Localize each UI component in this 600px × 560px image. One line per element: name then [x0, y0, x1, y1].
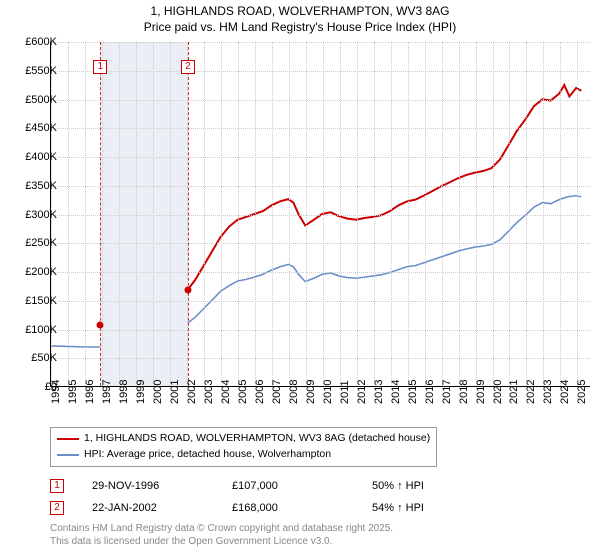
legend-label: HPI: Average price, detached house, Wolv…	[84, 447, 331, 463]
x-axis-label: 2005	[237, 380, 249, 404]
x-axis-label: 2008	[288, 380, 300, 404]
sales-table: 1 29-NOV-1996 £107,000 50% ↑ HPI 2 22-JA…	[50, 475, 492, 519]
attribution: Contains HM Land Registry data © Crown c…	[50, 523, 393, 548]
sale-marker-on-chart: 2	[181, 60, 195, 74]
x-axis-label: 2022	[525, 380, 537, 404]
y-axis-label: £350K	[25, 180, 57, 192]
sale-marker: 1	[50, 479, 64, 493]
sale-price: £107,000	[232, 480, 372, 492]
x-axis-label: 2012	[356, 380, 368, 404]
price-chart: 12	[50, 42, 590, 387]
x-axis-label: 1995	[67, 380, 79, 404]
y-axis-label: £150K	[25, 295, 57, 307]
title-line-2: Price paid vs. HM Land Registry's House …	[0, 20, 600, 36]
y-axis-label: £200K	[25, 266, 57, 278]
attribution-line: This data is licensed under the Open Gov…	[50, 536, 393, 549]
chart-title: 1, HIGHLANDS ROAD, WOLVERHAMPTON, WV3 8A…	[0, 0, 600, 35]
legend-item: 1, HIGHLANDS ROAD, WOLVERHAMPTON, WV3 8A…	[57, 431, 430, 447]
x-axis-label: 1997	[101, 380, 113, 404]
x-axis-label: 1998	[118, 380, 130, 404]
sale-marker-on-chart: 1	[93, 60, 107, 74]
sale-delta: 50% ↑ HPI	[372, 480, 492, 492]
x-axis-label: 2013	[373, 380, 385, 404]
x-axis-label: 2024	[559, 380, 571, 404]
x-axis-label: 2006	[254, 380, 266, 404]
sale-price: £168,000	[232, 502, 372, 514]
attribution-line: Contains HM Land Registry data © Crown c…	[50, 523, 393, 536]
x-axis-label: 2001	[169, 380, 181, 404]
sale-row: 2 22-JAN-2002 £168,000 54% ↑ HPI	[50, 497, 492, 519]
x-axis-label: 1994	[50, 380, 62, 404]
x-axis-label: 2015	[407, 380, 419, 404]
y-axis-label: £500K	[25, 94, 57, 106]
x-axis-label: 2023	[542, 380, 554, 404]
sale-date: 29-NOV-1996	[92, 480, 232, 492]
x-axis-label: 2000	[152, 380, 164, 404]
x-axis-label: 2019	[475, 380, 487, 404]
x-axis-label: 2002	[186, 380, 198, 404]
x-axis-label: 2021	[508, 380, 520, 404]
x-axis-label: 2025	[576, 380, 588, 404]
x-axis-label: 2014	[390, 380, 402, 404]
legend-item: HPI: Average price, detached house, Wolv…	[57, 447, 430, 463]
y-axis-label: £450K	[25, 122, 57, 134]
x-axis-label: 1996	[84, 380, 96, 404]
sale-row: 1 29-NOV-1996 £107,000 50% ↑ HPI	[50, 475, 492, 497]
x-axis-label: 2003	[203, 380, 215, 404]
x-axis-label: 2016	[424, 380, 436, 404]
y-axis-label: £250K	[25, 237, 57, 249]
x-axis-label: 2007	[271, 380, 283, 404]
x-axis-label: 2020	[492, 380, 504, 404]
y-axis-label: £100K	[25, 324, 57, 336]
x-axis-label: 2010	[322, 380, 334, 404]
x-axis-label: 2009	[305, 380, 317, 404]
legend-label: 1, HIGHLANDS ROAD, WOLVERHAMPTON, WV3 8A…	[84, 431, 430, 447]
y-axis-label: £50K	[31, 352, 57, 364]
legend-swatch	[57, 454, 79, 456]
x-axis-label: 1999	[135, 380, 147, 404]
x-axis-label: 2004	[220, 380, 232, 404]
y-axis-label: £600K	[25, 36, 57, 48]
y-axis-label: £400K	[25, 151, 57, 163]
x-axis-label: 2011	[339, 380, 351, 404]
title-line-1: 1, HIGHLANDS ROAD, WOLVERHAMPTON, WV3 8A…	[0, 4, 600, 20]
legend-swatch	[57, 438, 79, 440]
chart-legend: 1, HIGHLANDS ROAD, WOLVERHAMPTON, WV3 8A…	[50, 427, 437, 467]
y-axis-label: £300K	[25, 209, 57, 221]
x-axis-label: 2017	[441, 380, 453, 404]
y-axis-label: £550K	[25, 65, 57, 77]
sale-date: 22-JAN-2002	[92, 502, 232, 514]
sale-delta: 54% ↑ HPI	[372, 502, 492, 514]
sale-marker: 2	[50, 501, 64, 515]
x-axis-label: 2018	[458, 380, 470, 404]
